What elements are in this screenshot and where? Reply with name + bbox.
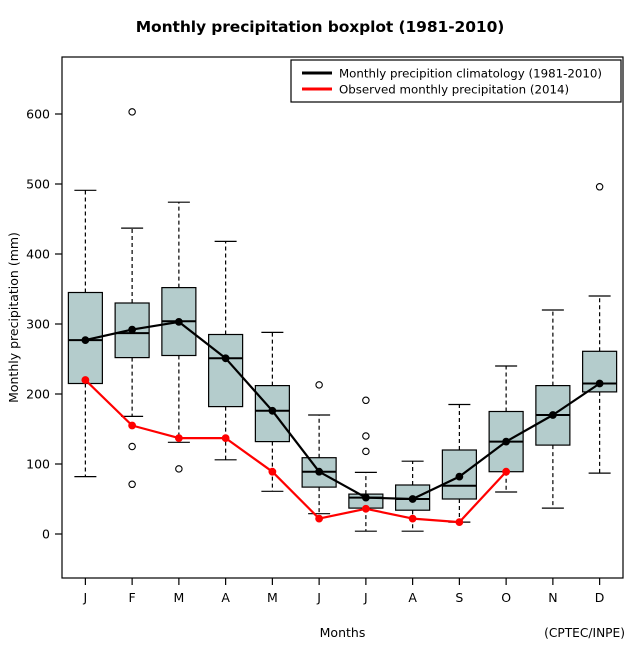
outlier-point xyxy=(128,480,136,489)
boxplot-group xyxy=(582,183,618,474)
series-point xyxy=(315,514,324,523)
series-point xyxy=(174,318,183,326)
outlier-point xyxy=(315,381,323,389)
series-point xyxy=(408,495,417,503)
series-point xyxy=(268,406,277,415)
x-axis-tick-label: J xyxy=(316,590,321,605)
series-point xyxy=(81,336,90,345)
boxplot-group xyxy=(535,309,571,509)
x-axis-tick-label: A xyxy=(408,590,417,605)
x-axis-tick-label: O xyxy=(501,590,511,605)
x-axis-tick-label: M xyxy=(267,590,278,605)
legend-label: Observed monthly precipitation (2014) xyxy=(339,83,569,97)
legend: Monthly precipition climatology (1981-20… xyxy=(290,59,622,103)
outlier-point xyxy=(128,442,136,451)
page-title: Monthly precipitation boxplot (1981-2010… xyxy=(135,18,505,36)
outlier-point xyxy=(595,183,604,191)
series-point xyxy=(455,472,464,481)
y-axis-tick-label: 500 xyxy=(26,177,50,192)
y-axis-tick-label: 200 xyxy=(26,387,50,402)
boxplot-group xyxy=(114,108,150,489)
series-point xyxy=(221,354,230,363)
x-axis-tick-label: M xyxy=(173,590,184,605)
outlier-point xyxy=(362,396,370,405)
series-observed xyxy=(81,376,511,526)
series-point xyxy=(268,467,277,476)
series-point xyxy=(548,411,557,419)
series-point xyxy=(502,437,511,446)
series-point xyxy=(174,434,183,443)
y-axis-tick-label: 600 xyxy=(26,107,50,122)
series-point xyxy=(361,493,370,502)
box xyxy=(254,385,290,443)
x-axis-tick-label: J xyxy=(83,590,88,605)
boxplot-group xyxy=(67,189,103,478)
legend-box xyxy=(290,59,622,103)
series-point xyxy=(221,434,230,443)
y-axis-title: Monthly precipitation (mm) xyxy=(6,232,21,403)
boxplot-group xyxy=(254,331,290,492)
outlier-point xyxy=(175,465,183,473)
series-point xyxy=(315,467,324,476)
y-axis-tick-label: 400 xyxy=(26,247,50,262)
x-axis-tick-label: F xyxy=(129,590,136,605)
y-axis-tick-label: 100 xyxy=(26,457,50,472)
boxplot-group xyxy=(208,240,244,461)
boxplot-group xyxy=(441,403,477,523)
y-axis-tick-label: 0 xyxy=(42,527,50,542)
credit-label: (CPTEC/INPE) xyxy=(544,626,625,640)
series-point xyxy=(128,325,137,334)
series-point xyxy=(81,376,90,384)
boxplot-group xyxy=(161,201,197,473)
outlier-point xyxy=(362,432,370,440)
series-point xyxy=(502,467,511,476)
series-point xyxy=(408,514,417,523)
x-axis-tick-label: J xyxy=(363,590,368,605)
plot-frame xyxy=(61,56,624,579)
series-point xyxy=(595,379,604,388)
legend-label: Monthly precipition climatology (1981-20… xyxy=(339,67,602,81)
series-climatology xyxy=(81,318,604,503)
outlier-point xyxy=(128,108,136,116)
x-axis-tick-label: S xyxy=(455,590,463,605)
x-axis-tick-label: D xyxy=(595,590,605,605)
outlier-point xyxy=(362,447,370,456)
series-point xyxy=(455,518,464,526)
series-line xyxy=(84,379,507,524)
series-point xyxy=(361,504,370,513)
boxplot-group xyxy=(301,381,337,515)
x-axis-tick-label: N xyxy=(548,590,557,605)
series-line xyxy=(85,320,601,501)
x-axis-title: Months xyxy=(320,625,366,640)
x-axis-tick-label: A xyxy=(221,590,230,605)
y-axis-tick-label: 300 xyxy=(26,317,50,332)
series-point xyxy=(128,421,137,430)
